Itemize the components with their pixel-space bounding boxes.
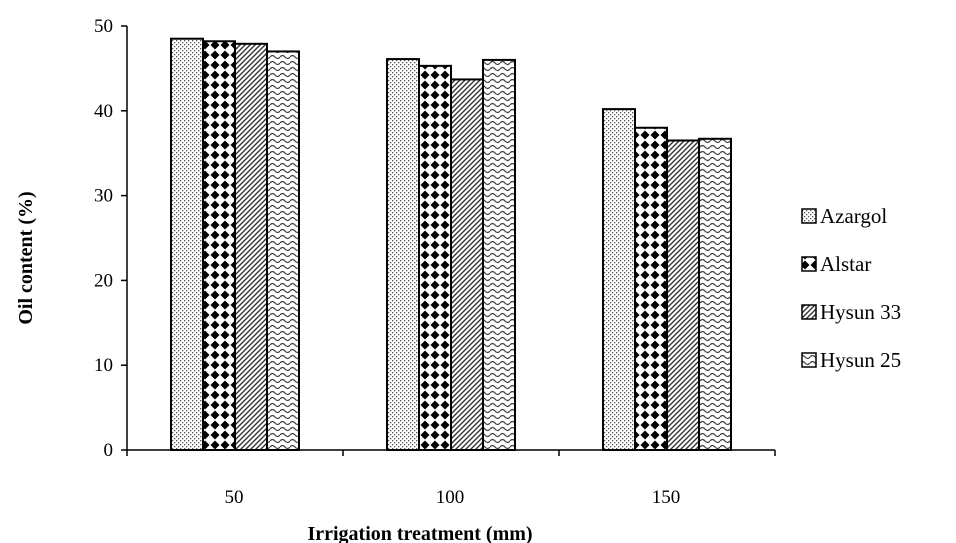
bar-azargol-100: [386, 58, 420, 452]
x-tick-label: 50: [225, 487, 244, 508]
legend-label: Hysun 33: [820, 300, 901, 324]
bar-azargol-150: [602, 108, 636, 451]
y-ticks: 0 10 20 30 40 50: [94, 16, 127, 461]
x-tick-label: 100: [436, 487, 465, 508]
y-tick-label: 30: [94, 186, 113, 207]
bar-hysun-33-150: [666, 139, 700, 451]
y-tick-label: 20: [94, 270, 113, 291]
legend-swatch: [801, 208, 817, 224]
bar-hysun-33-100: [450, 78, 484, 451]
y-tick-label: 0: [104, 440, 114, 461]
bar-hysun-33-50: [234, 42, 268, 451]
y-tick-label: 10: [94, 355, 113, 376]
x-tick-label: 150: [652, 487, 681, 508]
legend-swatch: [801, 256, 817, 272]
bars: [170, 37, 732, 452]
bar-alstar-50: [202, 40, 236, 451]
legend-swatch: [801, 352, 817, 368]
bar-hysun-25-50: [266, 50, 300, 451]
plot-area: 0 10 20 30 40 50 50 100 150: [94, 16, 776, 508]
legend-label: Alstar: [820, 252, 871, 276]
legend-label: Azargol: [820, 204, 887, 228]
y-axis-title: Oil content (%): [15, 191, 37, 324]
bar-hysun-25-100: [482, 58, 516, 451]
legend-swatch: [801, 304, 817, 320]
x-ticks: 50 100 150: [126, 450, 776, 508]
y-tick-label: 40: [94, 101, 113, 122]
y-tick-label: 50: [94, 16, 113, 37]
x-axis-title: Irrigation treatment (mm): [307, 523, 532, 543]
bar-alstar-100: [418, 64, 452, 452]
bar-alstar-150: [634, 126, 668, 451]
bar-hysun-25-150: [698, 137, 732, 451]
bar-azargol-50: [170, 37, 204, 451]
legend-label: Hysun 25: [820, 348, 901, 372]
legend: Azargol Alstar Hysun 33 Hysun 25: [801, 204, 901, 372]
